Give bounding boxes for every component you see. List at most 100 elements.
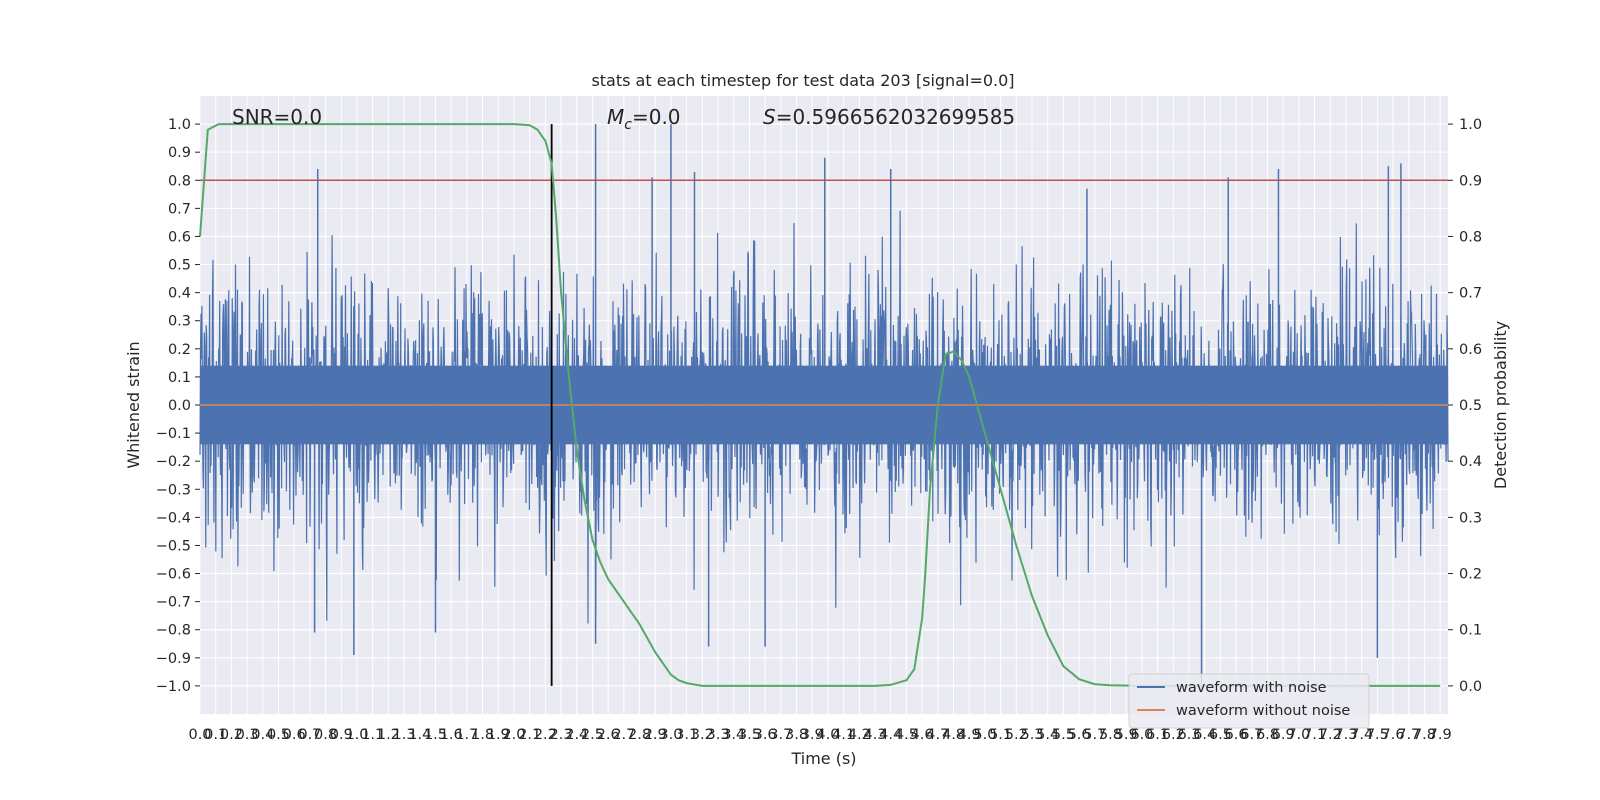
y2-tick-label: 0.4 (1459, 454, 1482, 470)
x-tick-label: 4.4 (879, 727, 902, 743)
x-tick-label: 5.3 (1020, 727, 1043, 743)
y2-tick-label: 0.9 (1459, 173, 1482, 189)
snr-annotation: SNR=0.0 (232, 105, 322, 129)
y-tick-label: 0.4 (168, 286, 191, 302)
y-tick-label: −0.1 (156, 426, 191, 442)
x-tick-label: 1.9 (487, 727, 510, 743)
x-tick-label: 0.1 (204, 727, 227, 743)
x-tick-label: 6.5 (1209, 727, 1232, 743)
x-tick-label: 4.0 (816, 727, 839, 743)
x-tick-label: 3.0 (659, 727, 682, 743)
x-tick-label: 2.3 (550, 727, 573, 743)
x-tick-label: 5.1 (989, 727, 1012, 743)
x-tick-label: 1.4 (408, 727, 431, 743)
y-tick-label: −0.8 (156, 623, 191, 639)
x-tick-label: 4.3 (863, 727, 886, 743)
x-tick-label: 0.0 (188, 727, 211, 743)
y-tick-label: 0.6 (168, 229, 191, 245)
x-tick-label: 6.1 (1146, 727, 1169, 743)
chart-title: stats at each timestep for test data 203… (591, 71, 1014, 90)
x-tick-label: 3.2 (691, 727, 714, 743)
x-tick-label: 0.4 (251, 727, 274, 743)
x-tick-label: 7.7 (1397, 727, 1420, 743)
x-tick-label: 6.2 (1162, 727, 1185, 743)
x-tick-label: 1.0 (345, 727, 368, 743)
legend-label-without-noise: waveform without noise (1176, 703, 1350, 719)
x-tick-label: 6.7 (1240, 727, 1263, 743)
x-tick-label: 4.8 (942, 727, 965, 743)
y-tick-label: 0.2 (168, 342, 191, 358)
y-tick-label: 0.3 (168, 314, 191, 330)
y-tick-label: 1.0 (168, 117, 191, 133)
x-tick-label: 1.5 (424, 727, 447, 743)
x-tick-label: 5.9 (1115, 727, 1138, 743)
y-tick-label: −0.7 (156, 595, 191, 611)
y-tick-label: −0.6 (156, 567, 191, 583)
x-tick-label: 7.1 (1303, 727, 1326, 743)
x-tick-label: 5.5 (1052, 727, 1075, 743)
x-tick-label: 7.3 (1334, 727, 1357, 743)
x-tick-label: 3.8 (785, 727, 808, 743)
x-tick-label: 7.8 (1413, 727, 1436, 743)
y-tick-label: −0.5 (156, 538, 191, 554)
x-tick-label: 0.6 (283, 727, 306, 743)
x-tick-label: 2.5 (581, 727, 604, 743)
x-tick-label: 3.9 (801, 727, 824, 743)
y-axis-left: −1.0 −0.9 −0.8 −0.7 −0.6 −0.5 −0.4 −0.3 −0.2 −0.1… (156, 117, 200, 695)
x-tick-label: 2.2 (534, 727, 557, 743)
y2-tick-label: 0.5 (1459, 398, 1482, 414)
x-tick-label: 7.0 (1287, 727, 1310, 743)
overlay-series (199, 123, 1448, 687)
y-tick-label: 0.0 (168, 398, 191, 414)
x-tick-label: 4.6 (911, 727, 934, 743)
x-tick-label: 7.9 (1429, 727, 1452, 743)
x-tick-label: 3.4 (722, 727, 745, 743)
x-tick-label: 0.9 (330, 727, 353, 743)
x-tick-label: 5.8 (1099, 727, 1122, 743)
x-tick-label: 3.6 (754, 727, 777, 743)
x-tick-label: 3.5 (738, 727, 761, 743)
x-tick-label: 2.1 (518, 727, 541, 743)
y-tick-label: 0.8 (168, 173, 191, 189)
x-tick-label: 0.7 (298, 727, 321, 743)
y-tick-label: −0.2 (156, 454, 191, 470)
y2-tick-label: 0.6 (1459, 342, 1482, 358)
x-tick-label: 3.1 (675, 727, 698, 743)
y-tick-label: 0.5 (168, 258, 191, 274)
x-tick-label: 2.7 (612, 727, 635, 743)
y2-tick-label: 0.2 (1459, 567, 1482, 583)
y-axis-right: 0.0 0.1 0.2 0.3 0.4 0.5 0.6 0.7 0.8 0.9 1.0 (1448, 117, 1482, 695)
x-tick-label: 7.5 (1366, 727, 1389, 743)
x-tick-label: 1.7 (455, 727, 478, 743)
y-axis-label: Whitened strain (124, 341, 143, 468)
detection-probability-line (199, 123, 1441, 687)
x-tick-label: 4.5 (895, 727, 918, 743)
x-axis-label: Time (s) (790, 749, 856, 768)
x-tick-label: 4.7 (926, 727, 949, 743)
x-tick-label: 0.8 (314, 727, 337, 743)
chirp-mass-annotation: Mc=0.0 (607, 105, 681, 133)
x-tick-label: 2.6 (597, 727, 620, 743)
x-tick-label: 6.8 (1256, 727, 1279, 743)
x-tick-label: 4.2 (848, 727, 871, 743)
x-tick-label: 3.3 (707, 727, 730, 743)
x-tick-label: 1.1 (361, 727, 384, 743)
x-tick-label: 1.6 (440, 727, 463, 743)
x-tick-label: 4.9 (958, 727, 981, 743)
x-tick-label: 2.4 (565, 727, 588, 743)
x-tick-label: 5.7 (1083, 727, 1106, 743)
x-tick-label: 0.5 (267, 727, 290, 743)
x-tick-label: 3.7 (769, 727, 792, 743)
legend-label-with-noise: waveform with noise (1176, 680, 1327, 696)
legend-box (1128, 673, 1370, 729)
x-tick-label: 5.4 (1036, 727, 1059, 743)
y-tick-label: −1.0 (156, 679, 191, 695)
x-tick-label: 7.2 (1319, 727, 1342, 743)
y-tick-label: 0.1 (168, 370, 191, 386)
x-tick-label: 1.2 (377, 727, 400, 743)
x-tick-label: 2.0 (502, 727, 525, 743)
y2-tick-label: 1.0 (1459, 117, 1482, 133)
y2-tick-label: 0.7 (1459, 286, 1482, 302)
score-annotation: S=0.5966562032699585 (763, 105, 1015, 129)
